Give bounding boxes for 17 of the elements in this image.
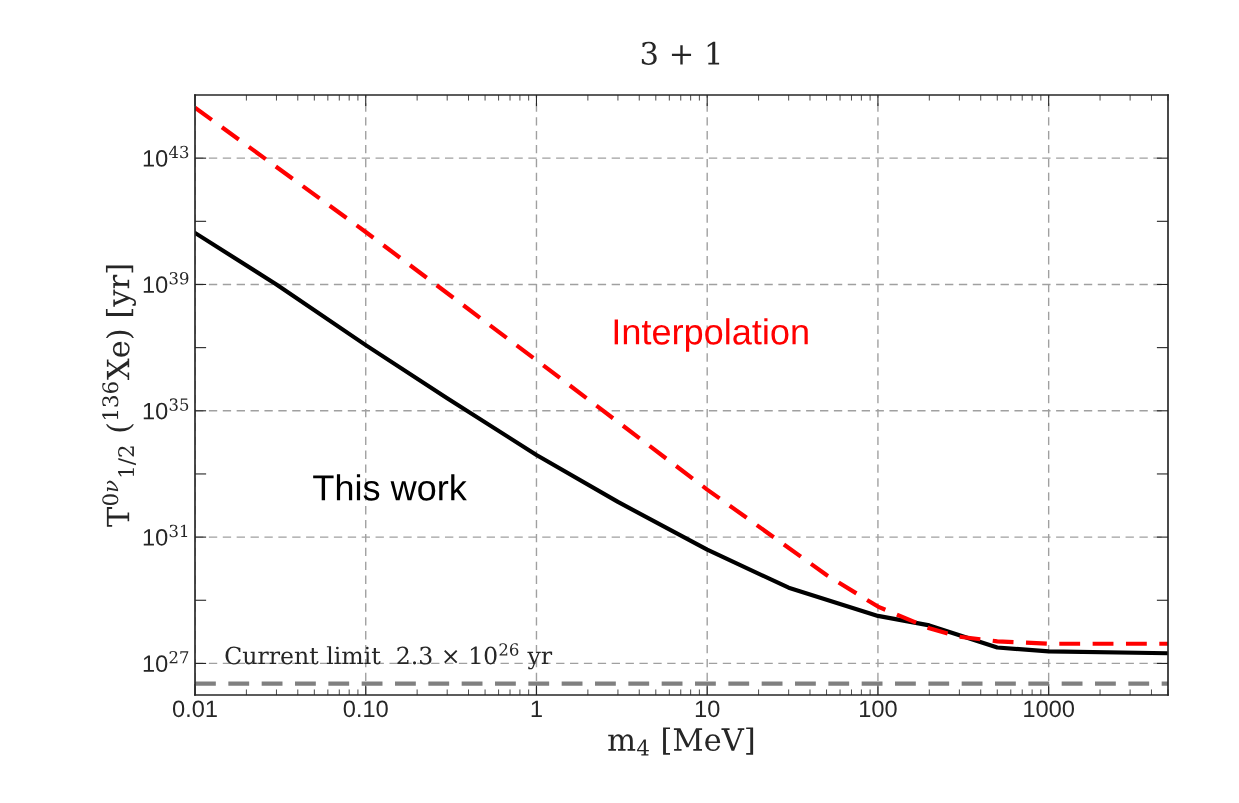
x-tick-label: 1 bbox=[531, 700, 542, 717]
x-tick-label: 10 bbox=[695, 700, 720, 718]
series-label: This work bbox=[313, 474, 467, 501]
x-tick-label: 100 bbox=[860, 700, 897, 718]
y-tick-label: 10$^{35}$ bbox=[143, 398, 189, 420]
y-axis-title: T$^{0ν}$$_{1/2}$ ($^{136}$Xe) [yr] bbox=[102, 265, 136, 527]
series-label: Interpolation bbox=[614, 318, 808, 352]
x-tick-label: 0.10 bbox=[343, 700, 388, 718]
x-tick-label: 0.01 bbox=[172, 700, 217, 718]
y-tick-label: 10$^{39}$ bbox=[143, 272, 189, 294]
chart-title: 3 + 1 bbox=[641, 41, 720, 65]
y-tick-label: 10$^{43}$ bbox=[143, 145, 189, 167]
y-tick-label: 10$^{27}$ bbox=[143, 650, 189, 673]
x-tick-label: 1000 bbox=[1024, 700, 1074, 718]
ref-line-label: Current limit 2.3 × 10$^{26}$ yr bbox=[225, 643, 553, 670]
y-tick-label: 10$^{31}$ bbox=[143, 524, 188, 546]
x-axis-title: m$_{4}$ [MeV] bbox=[608, 727, 754, 756]
